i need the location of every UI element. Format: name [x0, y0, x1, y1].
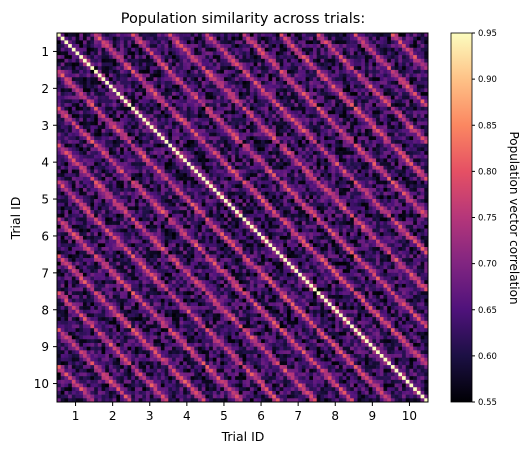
- heatmap: [57, 33, 429, 403]
- x-tick-label: 9: [369, 409, 377, 423]
- colorbar-tick-label: 0.55: [478, 398, 497, 408]
- colorbar-tick-label: 0.75: [478, 214, 497, 224]
- y-tick-label: 9: [41, 340, 49, 354]
- x-tick-label: 10: [402, 409, 417, 423]
- y-tick-label: 7: [41, 266, 49, 280]
- y-axis-ticks: 1 2 3 4 5 6 7 8 9 10: [34, 45, 57, 391]
- y-tick-label: 5: [41, 193, 49, 207]
- x-tick-label: 7: [294, 409, 302, 423]
- y-tick-label: 10: [34, 377, 49, 391]
- y-tick-label: 2: [41, 82, 49, 96]
- y-tick-label: 6: [41, 229, 49, 243]
- colorbar-label: Population vector correlation: [507, 131, 521, 304]
- y-tick-label: 4: [41, 156, 49, 170]
- y-tick-label: 3: [41, 119, 49, 133]
- x-tick-label: 2: [109, 409, 117, 423]
- x-tick-label: 1: [72, 409, 80, 423]
- colorbar-tick-label: 0.85: [478, 121, 497, 131]
- colorbar-tick-label: 0.60: [478, 352, 497, 362]
- chart-title: Population similarity across trials:: [121, 11, 365, 27]
- colorbar: [450, 32, 473, 403]
- colorbar-tick-label: 0.70: [478, 260, 497, 270]
- plot-frame: [56, 32, 429, 403]
- x-tick-label: 8: [331, 409, 339, 423]
- y-axis-label: Trial ID: [8, 197, 23, 241]
- colorbar-tick-label: 0.80: [478, 167, 497, 177]
- x-tick-label: 5: [220, 409, 228, 423]
- x-tick-label: 6: [257, 409, 265, 423]
- x-tick-label: 3: [146, 409, 154, 423]
- colorbar-tick-label: 0.95: [478, 29, 497, 39]
- y-tick-label: 1: [41, 45, 49, 59]
- y-tick-label: 8: [41, 303, 49, 317]
- x-axis-ticks: 1 2 3 4 5 6 7 8 9 10: [72, 402, 417, 423]
- colorbar-tick-label: 0.65: [478, 306, 497, 316]
- colorbar-tick-label: 0.90: [478, 75, 497, 85]
- x-axis-label: Trial ID: [221, 429, 265, 444]
- x-tick-label: 4: [183, 409, 191, 423]
- colorbar-ticks: 0.55 0.60 0.65 0.70 0.75 0.80 0.85 0.90 0.95: [472, 29, 497, 408]
